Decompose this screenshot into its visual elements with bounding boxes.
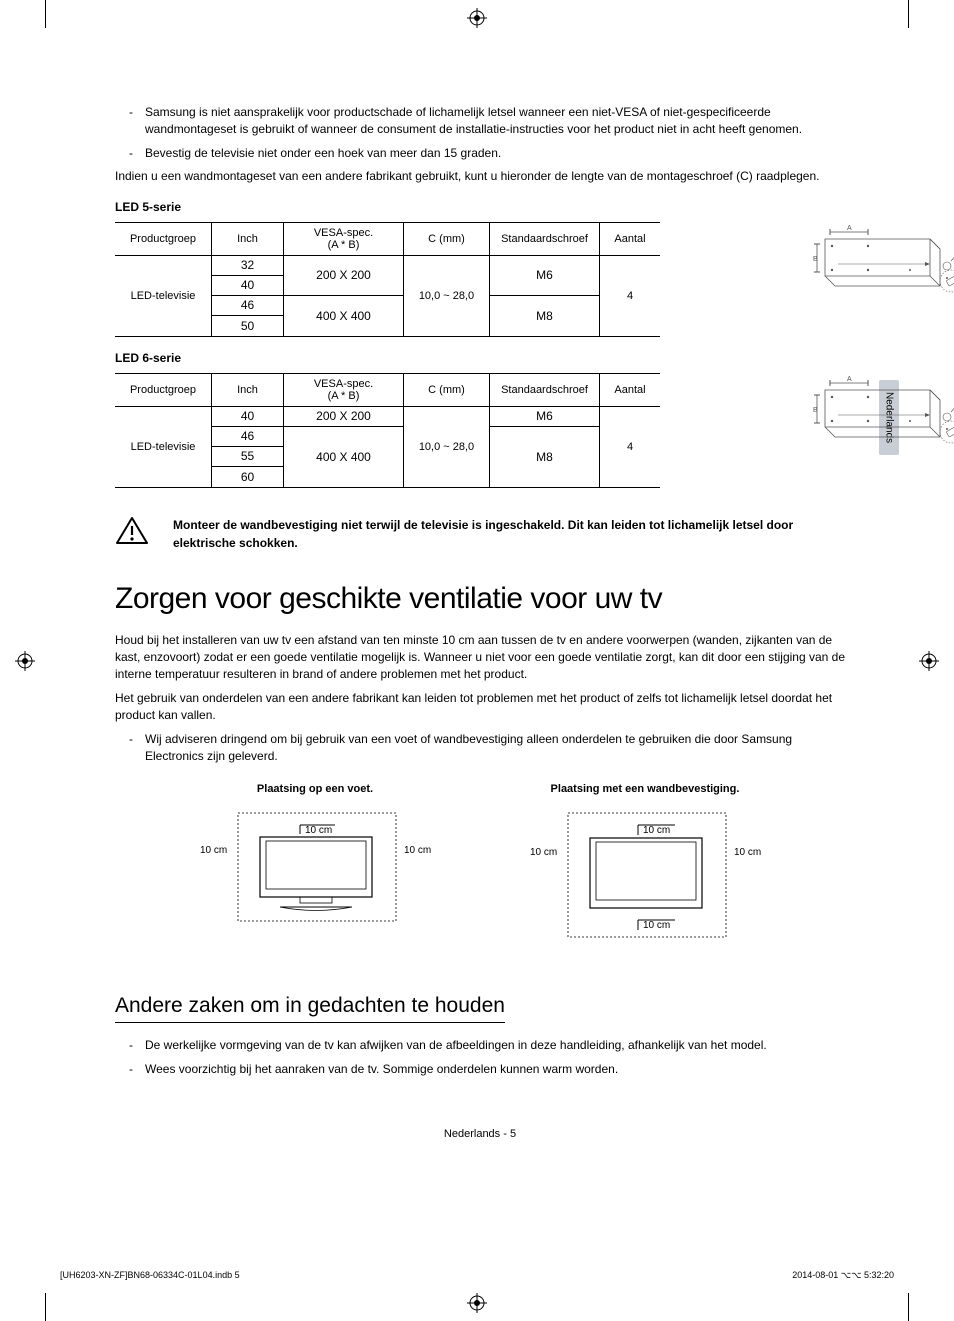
crop-mark <box>45 1293 46 1321</box>
td-inch: 40 <box>212 407 283 427</box>
th-inch: Inch <box>212 374 284 406</box>
ventilation-para2: Het gebruik van onderdelen van een ander… <box>115 690 845 725</box>
td-vesa: 200 X 200 <box>284 256 403 296</box>
th-inch: Inch <box>212 223 284 255</box>
svg-text:A: A <box>847 376 852 383</box>
svg-text:10 cm: 10 cm <box>734 847 761 858</box>
th-qty: Aantal <box>600 223 660 255</box>
svg-text:10 cm: 10 cm <box>200 845 227 856</box>
td-vesa: 400 X 400 <box>284 427 403 487</box>
series6-title: LED 6-serie <box>115 351 845 365</box>
th-productgroup: Productgroep <box>115 223 212 255</box>
td-productgroup: LED-televisie <box>115 407 212 487</box>
footer-left: [UH6203-XN-ZF]BN68-06334C-01L04.indb 5 <box>60 1270 240 1281</box>
registration-mark-icon <box>919 651 939 671</box>
warning-triangle-icon <box>115 516 149 546</box>
td-inch: 60 <box>212 467 283 487</box>
registration-mark-icon <box>15 651 35 671</box>
warning-text: Monteer de wandbevestiging niet terwijl … <box>173 516 845 552</box>
placement-stand-diagram-icon: 10 cm 10 cm 10 cm <box>180 805 450 925</box>
svg-text:10 cm: 10 cm <box>643 920 670 931</box>
td-vesa: 400 X 400 <box>284 296 403 336</box>
td-inch: 50 <box>212 316 283 336</box>
svg-text:10 cm: 10 cm <box>404 845 431 856</box>
crop-mark <box>908 1293 909 1321</box>
td-inch: 32 <box>212 256 283 276</box>
td-screw: M6 <box>490 407 599 427</box>
series5-table: Productgroep Inch VESA-spec. (A * B) C (… <box>115 222 660 337</box>
th-screw: Standaardschroef <box>490 223 600 255</box>
th-cmm: C (mm) <box>404 374 490 406</box>
page-footer-center: Nederlands - 5 <box>115 1128 845 1140</box>
vesa-diagram-icon: A B <box>810 375 954 450</box>
list-item: Bevestig de televisie niet onder een hoe… <box>145 145 845 162</box>
td-qty: 4 <box>600 256 660 336</box>
list-item: Wees voorzichtig bij het aanraken van de… <box>145 1061 845 1078</box>
svg-text:10 cm: 10 cm <box>643 825 670 836</box>
svg-text:10 cm: 10 cm <box>305 825 332 836</box>
intro-paragraph: Indien u een wandmontageset van een ande… <box>115 168 845 185</box>
registration-mark-icon <box>467 8 487 28</box>
svg-text:10 cm: 10 cm <box>530 847 557 858</box>
td-inch: 40 <box>212 276 283 296</box>
placement-wall-diagram-icon: 10 cm 10 cm 10 cm 10 cm <box>510 805 780 945</box>
th-productgroup: Productgroep <box>115 374 212 406</box>
crop-mark <box>908 0 909 28</box>
sub-heading: Andere zaken om in gedachten te houden <box>115 994 505 1023</box>
svg-text:B: B <box>813 256 818 263</box>
warning-block: Monteer de wandbevestiging niet terwijl … <box>115 516 845 552</box>
series6-table: Productgroep Inch VESA-spec. (A * B) C (… <box>115 373 660 488</box>
td-cmm: 10,0 ~ 28,0 <box>404 407 490 487</box>
series5-title: LED 5-serie <box>115 200 845 214</box>
td-inch: 55 <box>212 447 283 467</box>
top-bullet-list: Samsung is niet aansprakelijk voor produ… <box>115 104 845 162</box>
th-qty: Aantal <box>600 374 660 406</box>
vesa-diagram-icon: A B <box>810 224 954 299</box>
list-item: Samsung is niet aansprakelijk voor produ… <box>145 104 845 139</box>
td-qty: 4 <box>600 407 660 487</box>
td-productgroup: LED-televisie <box>115 256 212 336</box>
crop-mark <box>45 0 46 28</box>
placement-stand-title: Plaatsing op een voet. <box>180 783 450 795</box>
list-item: Wij adviseren dringend om bij gebruik va… <box>145 731 845 766</box>
td-vesa: 200 X 200 <box>284 407 403 427</box>
td-screw: M6 <box>490 256 599 296</box>
svg-text:A: A <box>847 225 852 232</box>
th-cmm: C (mm) <box>404 223 490 255</box>
list-item: De werkelijke vormgeving van de tv kan a… <box>145 1037 845 1054</box>
svg-text:B: B <box>813 407 818 414</box>
td-cmm: 10,0 ~ 28,0 <box>404 256 490 336</box>
footer-right: 2014-08-01 ⌥⌥ 5:32:20 <box>792 1270 894 1281</box>
placement-wall-title: Plaatsing met een wandbevestiging. <box>510 783 780 795</box>
td-screw: M8 <box>490 296 599 336</box>
td-inch: 46 <box>212 296 283 316</box>
th-screw: Standaardschroef <box>490 374 600 406</box>
td-screw: M8 <box>490 427 599 487</box>
td-inch: 46 <box>212 427 283 447</box>
th-vesa: VESA-spec. (A * B) <box>284 374 404 406</box>
ventilation-para1: Houd bij het installeren van uw tv een a… <box>115 632 845 684</box>
main-heading: Zorgen voor geschikte ventilatie voor uw… <box>115 582 845 616</box>
registration-mark-icon <box>467 1293 487 1313</box>
th-vesa: VESA-spec. (A * B) <box>284 223 404 255</box>
